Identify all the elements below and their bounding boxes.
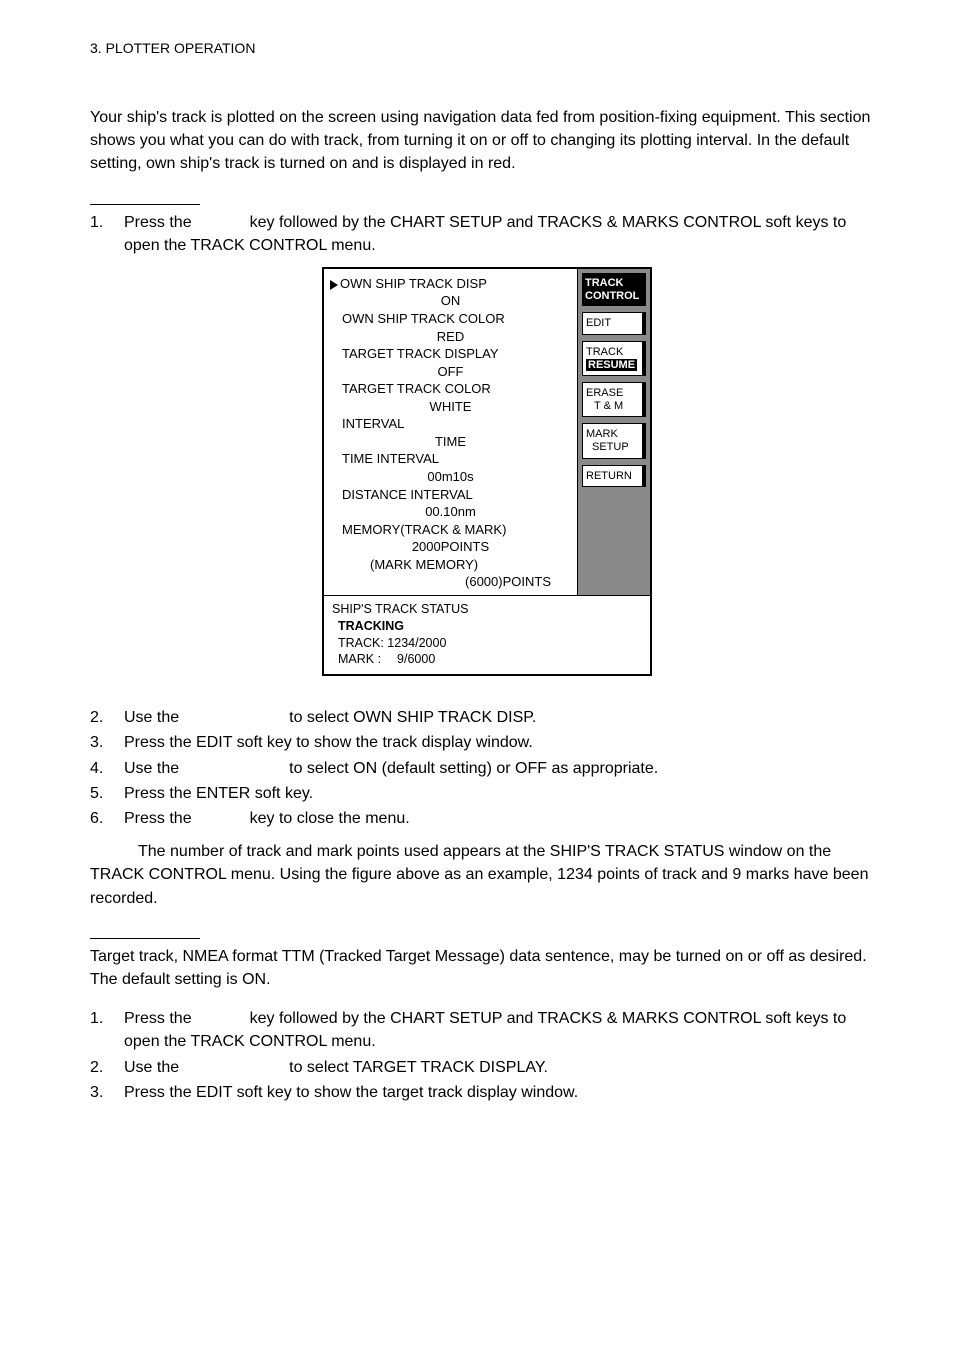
softkey-track-resume[interactable]: TRACK RESUME [582, 341, 646, 376]
step-text: Use the to select OWN SHIP TRACK DISP. [124, 706, 884, 729]
procedure-list-b: 1. Press thekey followed by the CHART SE… [90, 1007, 884, 1104]
step-b3: 3. Press the EDIT soft key to show the t… [90, 1081, 884, 1104]
step-text: Press the EDIT soft key to show the trac… [124, 731, 884, 754]
softkey-line: ERASE [586, 387, 623, 399]
step-num: 3. [90, 731, 124, 754]
text-frag: Use the [124, 760, 179, 777]
softkey-column: TRACK CONTROL EDIT TRACK RESUME ERASE T … [578, 269, 650, 595]
step-a4: 4. Use the to select ON (default setting)… [90, 757, 884, 780]
step-text: Use the to select TARGET TRACK DISPLAY. [124, 1056, 884, 1079]
step-a6: 6. Press the key to close the menu. [90, 807, 884, 830]
text-frag: to select TARGET TRACK DISPLAY. [289, 1059, 548, 1076]
softkey-line: MARK [586, 428, 618, 440]
intro-paragraph: Your ship's track is plotted on the scre… [90, 106, 884, 176]
menu-value: OFF [330, 363, 571, 381]
section-rule [90, 204, 200, 205]
step-text: Press the EDIT soft key to show the targ… [124, 1081, 884, 1104]
step-a2: 2. Use the to select OWN SHIP TRACK DISP. [90, 706, 884, 729]
step-num: 2. [90, 1056, 124, 1079]
menu-value: ON [330, 292, 571, 310]
track-control-diagram: OWN SHIP TRACK DISP ON OWN SHIP TRACK CO… [322, 267, 652, 676]
step-text: Press the ENTER soft key. [124, 782, 884, 805]
softkey-line: TRACK [586, 346, 623, 358]
menu-label: OWN SHIP TRACK COLOR [330, 310, 571, 328]
step-num: 1. [90, 1007, 124, 1053]
step-text: Press the key to close the menu. [124, 807, 884, 830]
text-frag: Use the [124, 1059, 179, 1076]
text-frag: Use the [124, 709, 179, 726]
step-num: 4. [90, 757, 124, 780]
step-text: Press thekey followed by the CHART SETUP… [124, 1007, 884, 1053]
text-frag: key to close the menu. [250, 810, 410, 827]
softkey-return[interactable]: RETURN [582, 465, 646, 488]
note-text: The number of track and mark points used… [90, 843, 868, 906]
step-b1: 1. Press thekey followed by the CHART SE… [90, 1007, 884, 1053]
menu-label: DISTANCE INTERVAL [330, 486, 571, 504]
menu-value: 00m10s [330, 468, 571, 486]
step-num: 3. [90, 1081, 124, 1104]
step-text: Use the to select ON (default setting) or… [124, 757, 884, 780]
menu-label: OWN SHIP TRACK DISP [340, 276, 487, 291]
status-tracking: TRACKING [332, 618, 642, 635]
menu-item: OWN SHIP TRACK DISP [330, 275, 571, 293]
menu-value: 00.10nm [330, 503, 571, 521]
step-a5: 5. Press the ENTER soft key. [90, 782, 884, 805]
softkey-line: T & M [586, 400, 623, 412]
text-frag: Press the [124, 1010, 192, 1027]
menu-value: TIME [330, 433, 571, 451]
menu-label: TIME INTERVAL [330, 450, 571, 468]
softkey-mark-setup[interactable]: MARK SETUP [582, 423, 646, 458]
page-header: 3. PLOTTER OPERATION [90, 40, 884, 56]
step-a3: 3. Press the EDIT soft key to show the t… [90, 731, 884, 754]
softkey-title: TRACK CONTROL [582, 273, 646, 306]
text-frag: key followed by the CHART SETUP and TRAC… [124, 1010, 846, 1050]
status-pane: SHIP'S TRACK STATUS TRACKING TRACK: 1234… [324, 595, 650, 675]
menu-label: MEMORY(TRACK & MARK) [330, 521, 571, 539]
menu-label: TARGET TRACK DISPLAY [330, 345, 571, 363]
note-paragraph: The number of track and mark points used… [90, 840, 884, 910]
menu-value: (6000)POINTS [330, 573, 571, 591]
status-mark: MARK : 9/6000 [332, 651, 642, 668]
text-frag: Press the [124, 214, 192, 231]
text-frag: key followed by the CHART SETUP and TRAC… [124, 214, 846, 254]
menu-value: WHITE [330, 398, 571, 416]
procedure-list-a: 1. Press thekey followed by the CHART SE… [90, 211, 884, 257]
step-a1: 1. Press thekey followed by the CHART SE… [90, 211, 884, 257]
softkey-edit[interactable]: EDIT [582, 312, 646, 335]
step-num: 6. [90, 807, 124, 830]
step-text: Press thekey followed by the CHART SETUP… [124, 211, 884, 257]
softkey-erase[interactable]: ERASE T & M [582, 382, 646, 417]
step-num: 1. [90, 211, 124, 257]
text-frag: to select ON (default setting) or OFF as… [289, 760, 658, 777]
softkey-line: SETUP [586, 441, 629, 453]
softkey-line-inverted: RESUME [586, 359, 637, 372]
text-frag: to select OWN SHIP TRACK DISP. [289, 709, 536, 726]
menu-label: INTERVAL [330, 415, 571, 433]
step-num: 2. [90, 706, 124, 729]
section-rule [90, 938, 200, 939]
procedure-list-a-cont: 2. Use the to select OWN SHIP TRACK DISP.… [90, 706, 884, 830]
text-frag: Press the [124, 810, 192, 827]
status-title: SHIP'S TRACK STATUS [332, 601, 642, 618]
menu-label: TARGET TRACK COLOR [330, 380, 571, 398]
menu-value: RED [330, 328, 571, 346]
menu-value: 2000POINTS [330, 538, 571, 556]
step-b2: 2. Use the to select TARGET TRACK DISPLAY… [90, 1056, 884, 1079]
menu-pane: OWN SHIP TRACK DISP ON OWN SHIP TRACK CO… [324, 269, 578, 595]
status-track: TRACK: 1234/2000 [332, 635, 642, 652]
step-num: 5. [90, 782, 124, 805]
pointer-icon [330, 280, 338, 290]
menu-label: (MARK MEMORY) [330, 556, 571, 574]
target-intro: Target track, NMEA format TTM (Tracked T… [90, 945, 884, 991]
